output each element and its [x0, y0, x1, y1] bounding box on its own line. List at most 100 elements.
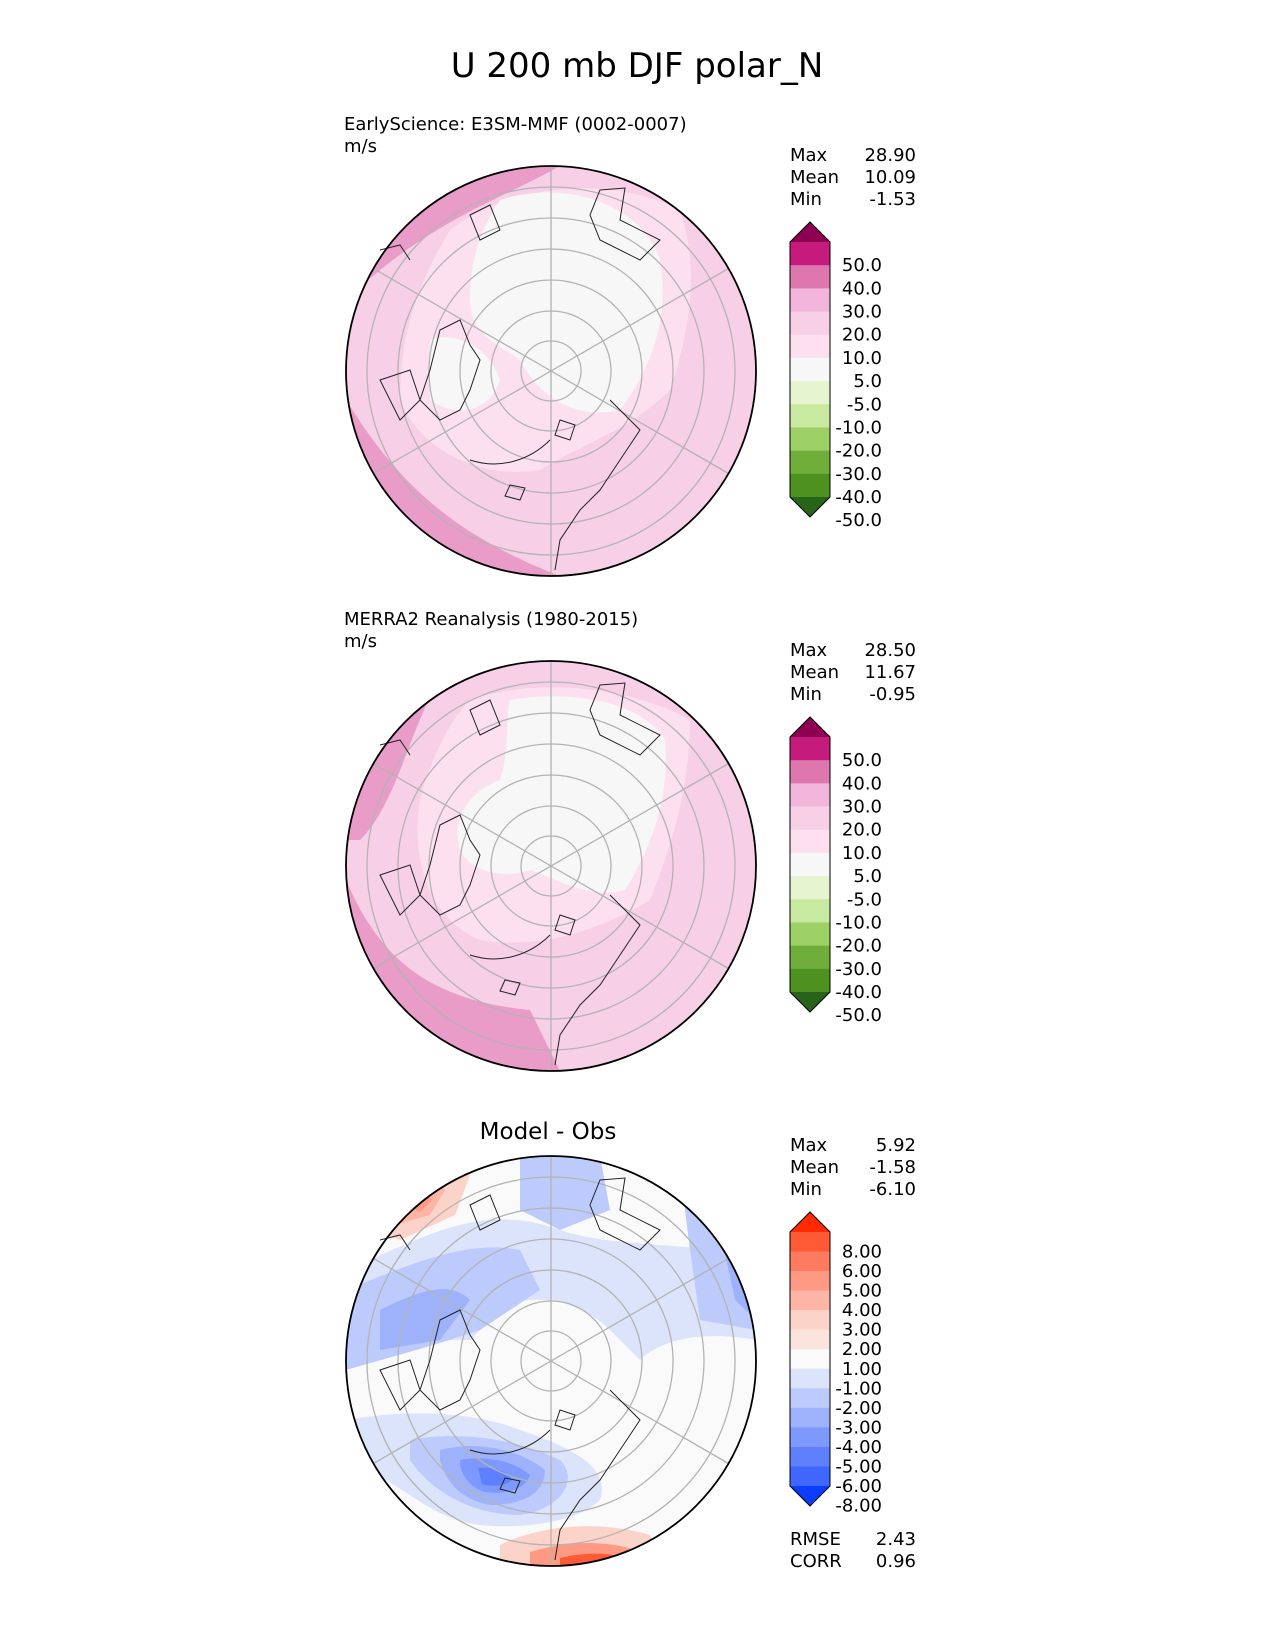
colorbar-segment: [790, 381, 830, 405]
coastlines: [379, 682, 661, 1066]
colorbar-extension-min: [790, 497, 830, 517]
panel-model: EarlyScience: E3SM-MMF (0002-0007) m/s: [344, 114, 916, 577]
stat-label: Min: [790, 1179, 822, 1200]
colorbar-extension-min: [790, 1486, 830, 1506]
panel-subtitle: EarlyScience: E3SM-MMF (0002-0007): [344, 114, 687, 135]
colorbar-segment: [790, 899, 830, 923]
colorbar-tick-label: 2.00: [842, 1339, 882, 1360]
colorbar: 50.040.0 30.020.010.05.0-5.0-10.0 -20.0-30…: [789, 221, 882, 531]
colorbar-segment: [790, 473, 830, 498]
colorbar-segment: [790, 783, 830, 808]
colorbar-tick-label: 40.0: [842, 278, 882, 299]
colorbar-segment: [790, 1251, 830, 1272]
colorbar-tick-label: -5.0: [847, 394, 882, 415]
metric-label: RMSE: [790, 1529, 841, 1550]
colorbar-segment: [790, 311, 830, 336]
colorbar-tick-label: 20.0: [842, 325, 882, 346]
colorbar-segment: [790, 1310, 830, 1331]
colorbar-segment: [790, 288, 830, 313]
colorbar-tick-label: -1.00: [835, 1378, 882, 1399]
stat-value: 11.67: [864, 662, 916, 683]
colorbar-tick-label: -50.0: [835, 510, 882, 531]
colorbar-segment: [790, 1388, 830, 1409]
colorbar-segment: [790, 806, 830, 831]
colorbar-extension-min: [790, 992, 830, 1012]
colorbar-extension-max: [790, 717, 830, 737]
colorbar-tick-label: 5.00: [842, 1281, 882, 1302]
coastlines: [379, 187, 661, 571]
colorbar-segment: [790, 334, 830, 359]
stat-label: Min: [790, 684, 822, 705]
colorbar-tick-label: -4.00: [835, 1437, 882, 1458]
panel-title: Model - Obs: [480, 1119, 617, 1145]
colorbar-segment: [790, 1271, 830, 1292]
colorbar-segment: [790, 852, 830, 877]
colorbar-tick-label: 40.0: [842, 773, 882, 794]
colorbar-segment: [790, 1290, 830, 1311]
stat-label: Min: [790, 189, 822, 210]
graticule: [366, 1156, 736, 1566]
stat-value: 28.90: [864, 145, 916, 166]
colorbar-tick-label: -2.00: [835, 1398, 882, 1419]
colorbar-segment: [790, 242, 830, 266]
stat-value: -6.10: [869, 1179, 916, 1200]
stats-block: Max 5.92 Mean -1.58 Min -6.10: [790, 1135, 916, 1200]
metric-label: CORR: [790, 1551, 842, 1572]
graticule: [366, 166, 736, 576]
colorbar-tick-label: 6.00: [842, 1261, 882, 1282]
colorbar-segment: [790, 1427, 830, 1448]
colorbar-segment: [790, 945, 830, 970]
colorbar-tick-label: 10.0: [842, 843, 882, 864]
colorbar: 50.040.0 30.020.010.05.0-5.0-10.0 -20.0-30…: [789, 716, 882, 1026]
colorbar-tick-label: -40.0: [835, 487, 882, 508]
colorbar-segment: [790, 1466, 830, 1487]
stat-label: Max: [790, 1135, 828, 1156]
colorbar-segment: [790, 1329, 830, 1350]
colorbar-tick-label: -20.0: [835, 441, 882, 462]
colorbar-tick-label: 3.00: [842, 1320, 882, 1341]
graticule: [366, 661, 736, 1071]
colorbar-segment: [790, 404, 830, 428]
colorbar-segment: [790, 450, 830, 475]
colorbar-tick-label: 5.0: [853, 371, 882, 392]
colorbar-segment: [790, 922, 830, 947]
panel-difference: Model - Obs: [345, 1119, 916, 1572]
stat-label: Max: [790, 640, 828, 661]
stats-block: Max 28.50 Mean 11.67 Min -0.95: [790, 640, 916, 705]
stat-value: -0.95: [869, 684, 916, 705]
colorbar-tick-label: -5.0: [847, 889, 882, 910]
colorbar-segment: [790, 357, 830, 382]
colorbar-tick-label: 5.0: [853, 866, 882, 887]
colorbar-segment: [790, 265, 830, 289]
colorbar-tick-label: -6.00: [835, 1476, 882, 1497]
colorbar-tick-label: -8.00: [835, 1496, 882, 1517]
colorbar-tick-label: 30.0: [842, 797, 882, 818]
stat-label: Mean: [790, 167, 839, 188]
colorbar-tick-label: -20.0: [835, 936, 882, 957]
colorbar-tick-label: 1.00: [842, 1359, 882, 1380]
colorbar-tick-label: -30.0: [835, 464, 882, 485]
colorbar-segment: [790, 737, 830, 761]
colorbar-segment: [790, 760, 830, 784]
colorbar-extension-max: [790, 1212, 830, 1232]
stat-label: Mean: [790, 662, 839, 683]
colorbar-tick-label: -50.0: [835, 1005, 882, 1026]
colorbar-outline: [789, 1211, 831, 1507]
colorbar-segment: [790, 876, 830, 900]
stat-label: Mean: [790, 1157, 839, 1178]
colorbar: 8.006.005.004.003.002.001.00-1.00-2.00-3…: [789, 1211, 882, 1517]
colorbar-tick-label: 30.0: [842, 302, 882, 323]
colorbar-segment: [790, 1368, 830, 1389]
colorbar-segment: [790, 1407, 830, 1428]
colorbar-tick-label: -10.0: [835, 417, 882, 438]
panel-obs: MERRA2 Reanalysis (1980-2015) m/s: [344, 609, 916, 1072]
map-boundary: [345, 165, 757, 577]
coastlines: [379, 1177, 661, 1561]
map-boundary: [345, 1155, 757, 1567]
stat-value: 5.92: [876, 1135, 916, 1156]
colorbar-tick-label: 4.00: [842, 1300, 882, 1321]
colorbar-segment: [790, 1232, 830, 1253]
colorbar-tick-label: 50.0: [842, 750, 882, 771]
colorbar-segment: [790, 427, 830, 452]
colorbar-tick-label: -10.0: [835, 912, 882, 933]
